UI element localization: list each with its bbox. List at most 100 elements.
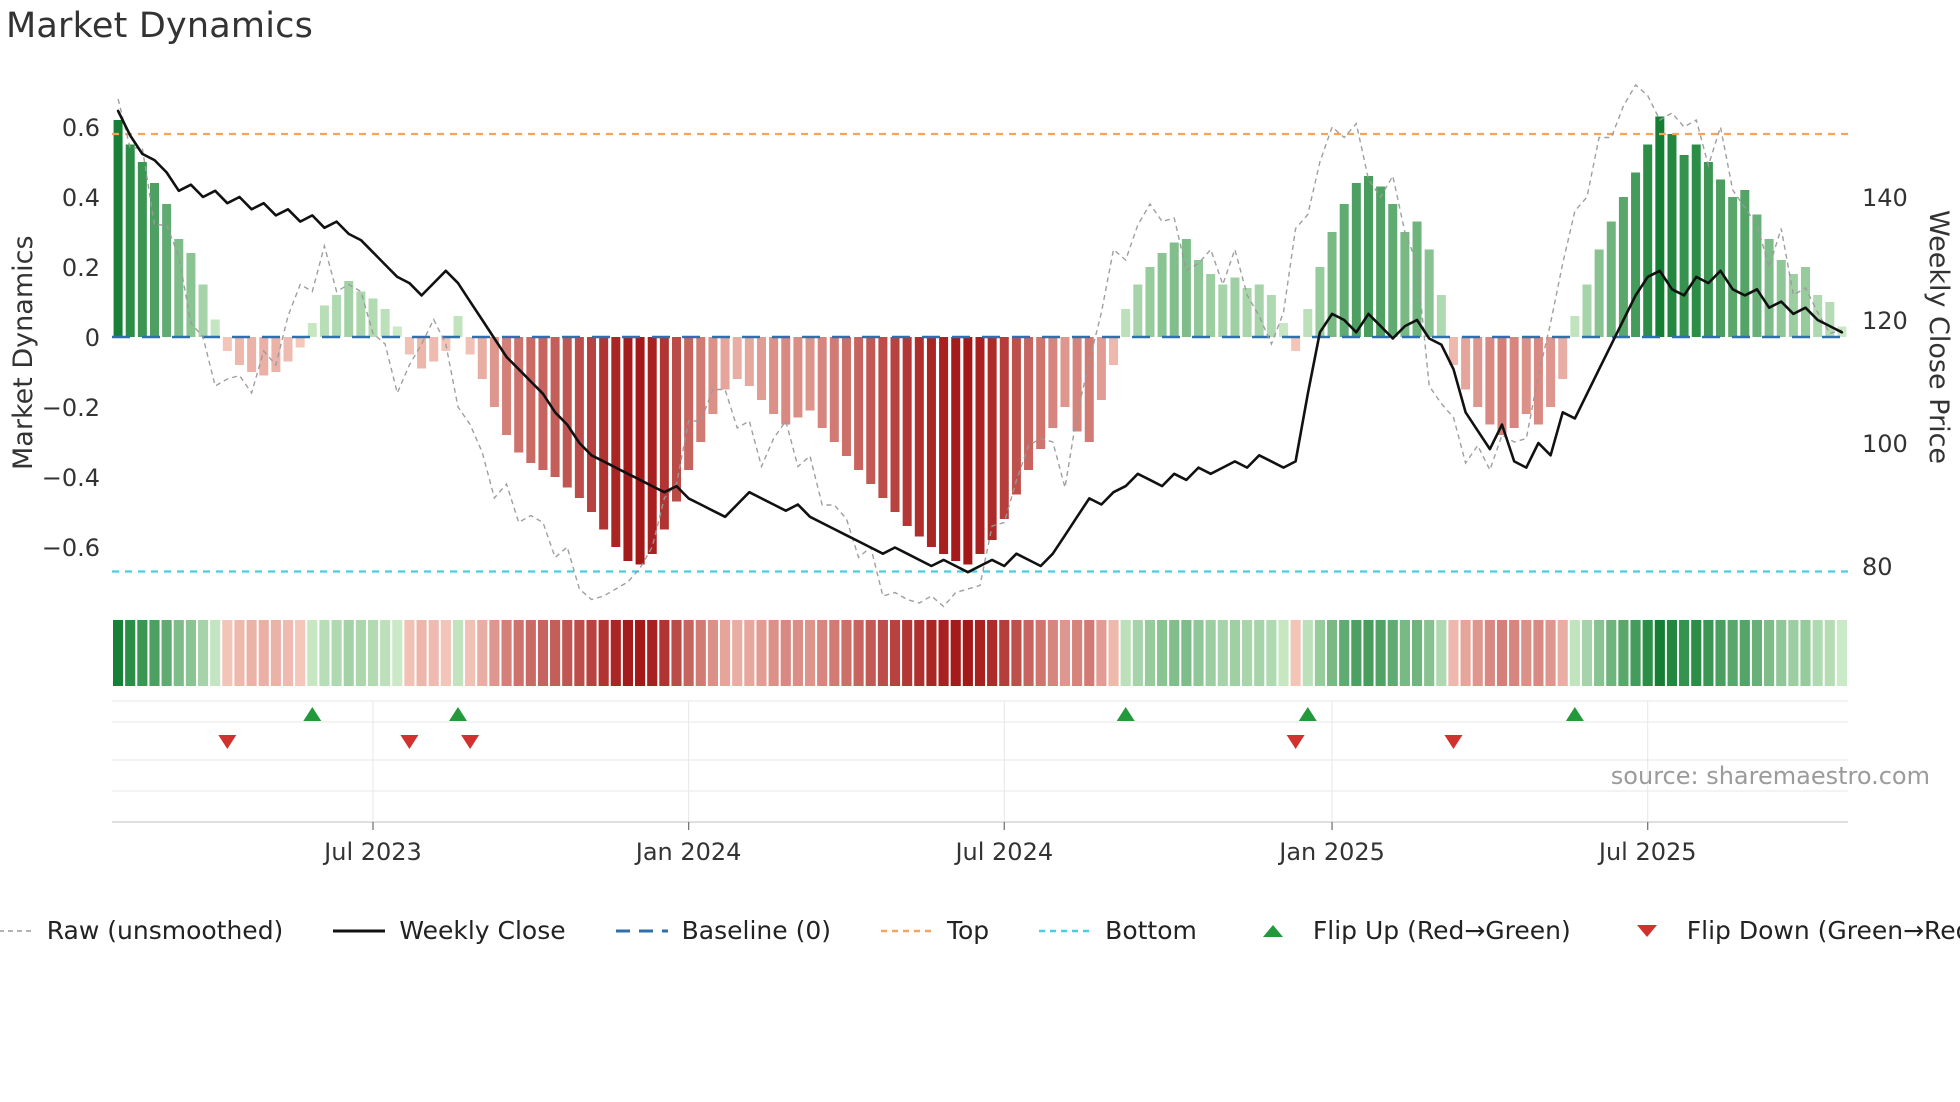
heatmap-cell [574,620,585,686]
heatmap-cell [562,620,573,686]
heatmap-cell [586,620,597,686]
heatmap-cell [1642,620,1653,686]
heatmap-cell [295,620,306,686]
heatmap-cell [744,620,755,686]
oscillator-bar [1133,284,1143,337]
marker-panel-gridlines [372,701,1649,822]
oscillator-bar [222,337,232,351]
oscillator-bar [1279,323,1288,337]
right-y-tick-label: 140 [1862,184,1908,212]
heatmap-cell [513,620,524,686]
bottom-swatch-icon [1039,929,1092,932]
heatmap-cell [465,620,476,686]
heatmap-cell [185,620,196,686]
heatmap-cell [1533,620,1544,686]
heatmap-cell [1217,620,1228,686]
oscillator-bar [817,337,827,428]
right-y-tick-label: 80 [1862,553,1893,581]
oscillator-bar [1388,204,1398,337]
oscillator-bar [465,337,475,355]
heatmap-cell [671,620,682,686]
oscillator-bar [1448,337,1458,365]
heatmap-cell [416,620,427,686]
oscillator-bar [890,337,900,512]
heatmap-cell [732,620,743,686]
oscillator-bar [732,337,742,379]
heatmap-cell [1242,620,1253,686]
oscillator-bar [1424,249,1434,337]
heatmap-cell [1035,620,1046,686]
heatmap-cell [1399,620,1410,686]
flip-down-marker [1286,735,1305,749]
oscillator-bar [1230,277,1240,337]
heatmap-cell [161,620,172,686]
oscillator-bar [502,337,512,435]
heatmap-cell [452,620,464,686]
oscillator-bar [1643,144,1653,337]
heatmap-cell [137,620,148,686]
left-y-tick-label: −0.2 [42,394,100,422]
oscillator-bar [392,326,402,337]
oscillator-bar [756,337,766,400]
source-credit: source: sharemaestro.com [1610,762,1930,790]
heatmap-cell [926,620,937,686]
heatmap-cell [270,620,281,686]
oscillator-bar [1509,337,1519,428]
oscillator-bar [1169,242,1179,337]
oscillator-bar [1485,337,1495,425]
oscillator-bar [878,337,888,498]
legend-label: Flip Up (Red→Green) [1312,916,1571,945]
heatmap-cell [1351,620,1362,686]
oscillator-bar [1788,274,1798,337]
legend-item-flip-up-red-green: Flip Up (Red→Green) [1245,916,1571,945]
heatmap-strip [113,620,1847,686]
heatmap-cell [307,620,318,686]
oscillator-bar [1655,116,1665,337]
heatmap-cell [962,620,973,686]
oscillator-bar [1266,295,1276,337]
oscillator-bar [344,281,354,337]
heatmap-cell [1812,620,1823,686]
oscillator-bar [1582,284,1592,337]
oscillator-bar [781,337,791,425]
heatmap-cell [622,620,634,686]
heatmap-cell [914,620,925,686]
heatmap-cell [1545,620,1556,686]
oscillator-bar [271,337,281,372]
heatmap-cell [404,620,415,686]
oscillator-bar [1048,337,1058,428]
oscillator-bar [332,295,342,337]
legend-item-bottom: Bottom [1037,916,1197,945]
heatmap-cell [1375,620,1386,686]
heatmap-cell [319,620,330,686]
heatmap-cell [792,620,803,686]
heatmap-cell [392,620,403,686]
oscillator-bar [1461,337,1471,390]
heatmap-cell [889,620,901,686]
heatmap-cell [877,620,888,686]
oscillator-bar [1691,144,1701,337]
heatmap-cell [804,620,816,686]
flip-up-marker [303,707,322,721]
x-tick-label: Jan 2024 [634,838,742,866]
heatmap-cell [707,620,718,686]
heatmap-cell [683,620,694,686]
heatmap-cell [635,620,646,686]
oscillator-bar [429,337,439,362]
legend-item-top: Top [879,916,989,945]
flip-up-red-green-swatch-icon [1262,924,1283,937]
x-tick-label: Jul 2025 [1597,838,1697,866]
oscillator-bar [137,162,147,337]
oscillator-bar [659,337,669,530]
oscillator-bar [1242,288,1252,337]
oscillator-bar [453,316,463,337]
oscillator-bar [1703,162,1713,337]
heatmap-cell [1278,620,1289,686]
oscillator-bar [902,337,912,526]
heatmap-cell [477,620,488,686]
right-axis-label: Weekly Close Price [1923,210,1954,465]
heatmap-cell [1606,620,1617,686]
oscillator-bar [574,337,584,498]
oscillator-bar [963,337,973,565]
oscillator-bar [587,337,597,512]
